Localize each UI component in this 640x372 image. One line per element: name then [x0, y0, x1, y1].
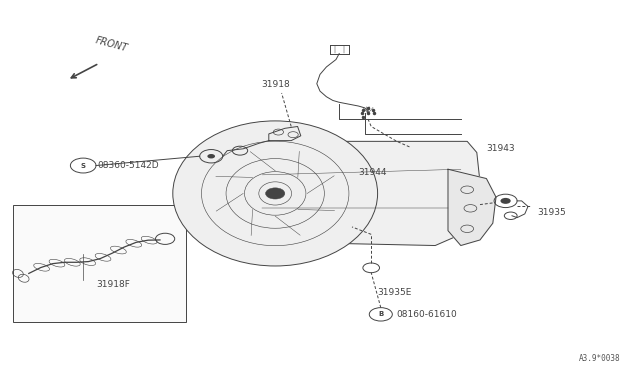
Polygon shape — [448, 169, 496, 246]
Text: FRONT: FRONT — [95, 36, 129, 54]
Ellipse shape — [173, 121, 378, 266]
Polygon shape — [262, 141, 480, 246]
Text: 31944: 31944 — [358, 169, 387, 177]
Circle shape — [207, 154, 215, 158]
Circle shape — [266, 188, 285, 199]
Text: 31918F: 31918F — [96, 280, 130, 289]
Text: 08360-5142D: 08360-5142D — [97, 161, 159, 170]
Text: 31935E: 31935E — [378, 288, 412, 296]
Text: 31943: 31943 — [486, 144, 515, 153]
Text: B: B — [378, 311, 383, 317]
Text: 08160-61610: 08160-61610 — [397, 310, 458, 319]
Text: A3.9*0038: A3.9*0038 — [579, 354, 621, 363]
Text: 31918: 31918 — [261, 80, 289, 89]
Circle shape — [500, 198, 511, 204]
Text: 31935: 31935 — [538, 208, 566, 217]
Bar — [13, 205, 186, 322]
Text: S: S — [81, 163, 86, 169]
